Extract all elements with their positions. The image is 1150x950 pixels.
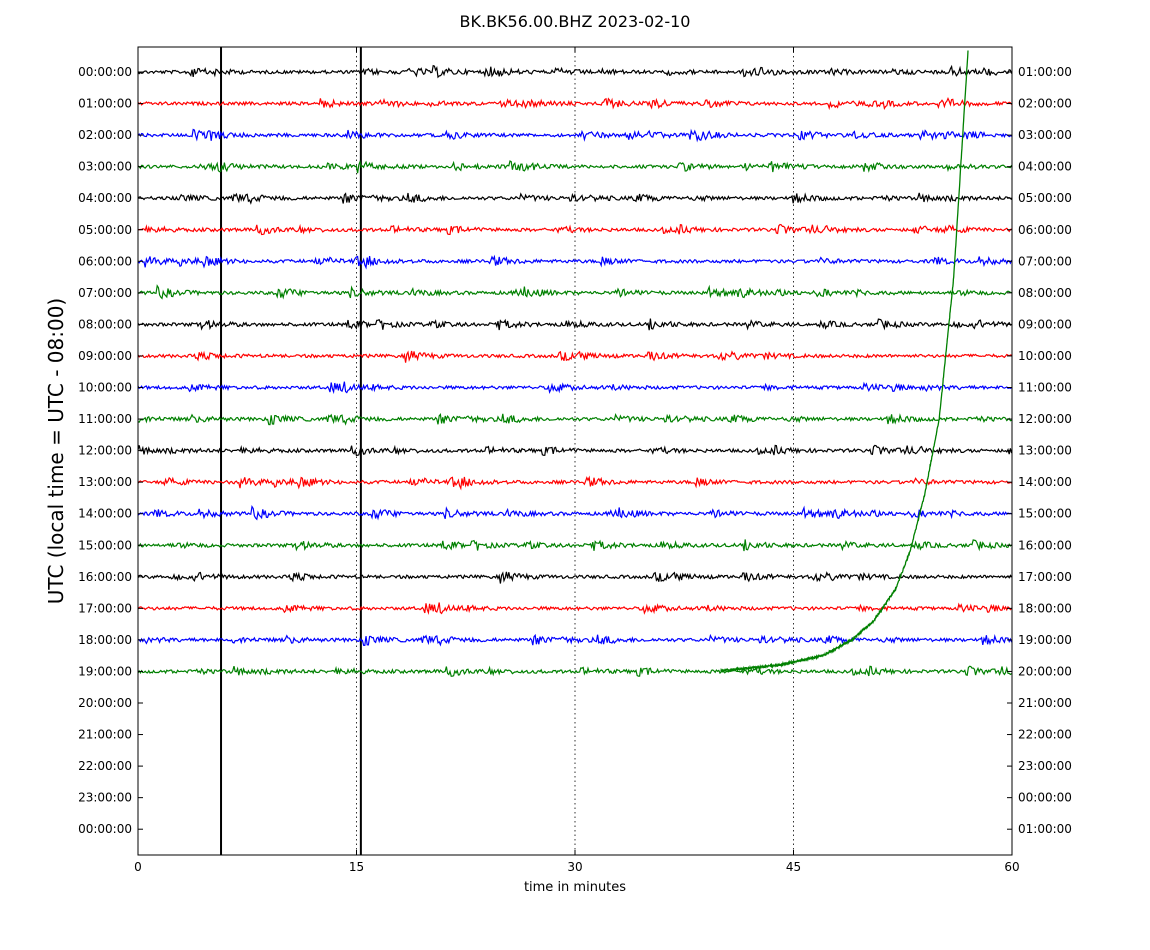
left-tick-label-16: 16:00:00 — [78, 570, 132, 584]
drift-trace — [720, 50, 969, 674]
right-tick-label-10: 11:00:00 — [1018, 381, 1072, 395]
x-tick-label-4: 60 — [1004, 860, 1019, 874]
left-tick-label-13: 13:00:00 — [78, 475, 132, 489]
left-tick-label-21: 21:00:00 — [78, 728, 132, 742]
left-tick-label-24: 00:00:00 — [78, 822, 132, 836]
left-tick-label-6: 06:00:00 — [78, 254, 132, 268]
trace-row-18 — [137, 633, 1013, 647]
left-tick-label-3: 03:00:00 — [78, 160, 132, 174]
right-tick-label-19: 20:00:00 — [1018, 664, 1072, 678]
trace-row-15 — [137, 539, 1012, 552]
trace-row-0 — [137, 64, 1013, 79]
trace-row-8 — [137, 318, 1012, 331]
trace-row-7 — [137, 284, 1012, 300]
right-tick-label-3: 04:00:00 — [1018, 160, 1072, 174]
right-tick-label-12: 13:00:00 — [1018, 444, 1072, 458]
trace-row-1 — [137, 97, 1013, 111]
x-tick-label-2: 30 — [567, 860, 582, 874]
trace-row-19 — [137, 665, 1012, 677]
right-tick-label-17: 18:00:00 — [1018, 601, 1072, 615]
left-tick-label-1: 01:00:00 — [78, 97, 132, 111]
right-tick-label-13: 14:00:00 — [1018, 475, 1072, 489]
trace-row-2 — [137, 128, 1012, 143]
left-tick-label-0: 00:00:00 — [78, 65, 132, 79]
left-tick-label-2: 02:00:00 — [78, 128, 132, 142]
left-tick-label-14: 14:00:00 — [78, 507, 132, 521]
trace-row-14 — [137, 505, 1012, 521]
right-tick-label-8: 09:00:00 — [1018, 317, 1072, 331]
right-tick-label-24: 01:00:00 — [1018, 822, 1072, 836]
x-axis-label: time in minutes — [524, 880, 626, 895]
right-tick-label-23: 00:00:00 — [1018, 791, 1072, 805]
chart-title: BK.BK56.00.BHZ 2023-02-10 — [460, 12, 691, 31]
right-tick-label-0: 01:00:00 — [1018, 65, 1072, 79]
right-y-ticks: 01:00:00 02:00:00 03:00:00 04:00:00 05:00:00… — [1007, 65, 1072, 836]
x-tick-label-0: 0 — [134, 860, 142, 874]
left-tick-label-20: 20:00:00 — [78, 696, 132, 710]
trace-row-3 — [137, 159, 1013, 174]
right-tick-label-21: 22:00:00 — [1018, 728, 1072, 742]
left-tick-label-7: 07:00:00 — [78, 286, 132, 300]
trace-row-4 — [137, 192, 1013, 205]
left-tick-label-9: 09:00:00 — [78, 349, 132, 363]
right-tick-label-7: 08:00:00 — [1018, 286, 1072, 300]
trace-row-9 — [137, 350, 1012, 363]
right-tick-label-11: 12:00:00 — [1018, 412, 1072, 426]
right-tick-label-4: 05:00:00 — [1018, 191, 1072, 205]
trace-row-17 — [137, 602, 1013, 615]
right-tick-label-5: 06:00:00 — [1018, 223, 1072, 237]
trace-row-11 — [137, 413, 1012, 426]
left-tick-label-11: 11:00:00 — [78, 412, 132, 426]
right-tick-label-15: 16:00:00 — [1018, 538, 1072, 552]
drift-trace-line — [720, 50, 969, 674]
left-tick-label-5: 05:00:00 — [78, 223, 132, 237]
left-tick-label-23: 23:00:00 — [78, 791, 132, 805]
trace-row-16 — [137, 571, 1013, 584]
right-tick-label-16: 17:00:00 — [1018, 570, 1072, 584]
right-tick-label-1: 02:00:00 — [1018, 97, 1072, 111]
y-axis-label: UTC (local time = UTC - 08:00) — [44, 298, 68, 604]
seismic-traces — [137, 64, 1013, 677]
left-tick-label-12: 12:00:00 — [78, 444, 132, 458]
trace-row-10 — [137, 381, 1012, 395]
right-tick-label-6: 07:00:00 — [1018, 254, 1072, 268]
right-tick-label-18: 19:00:00 — [1018, 633, 1072, 647]
left-tick-label-8: 08:00:00 — [78, 317, 132, 331]
x-tick-label-3: 45 — [786, 860, 801, 874]
left-tick-label-17: 17:00:00 — [78, 601, 132, 615]
right-tick-label-14: 15:00:00 — [1018, 507, 1072, 521]
trace-row-13 — [137, 475, 1012, 491]
left-tick-label-19: 19:00:00 — [78, 664, 132, 678]
left-tick-label-15: 15:00:00 — [78, 538, 132, 552]
trace-row-6 — [137, 254, 1013, 270]
x-tick-label-1: 15 — [349, 860, 364, 874]
right-tick-label-2: 03:00:00 — [1018, 128, 1072, 142]
left-tick-label-4: 04:00:00 — [78, 191, 132, 205]
trace-row-12 — [137, 444, 1013, 456]
x-ticks: 0 15 30 45 60 — [134, 47, 1020, 874]
left-tick-label-10: 10:00:00 — [78, 381, 132, 395]
left-tick-label-22: 22:00:00 — [78, 759, 132, 773]
right-tick-label-20: 21:00:00 — [1018, 696, 1072, 710]
right-tick-label-9: 10:00:00 — [1018, 349, 1072, 363]
left-tick-label-18: 18:00:00 — [78, 633, 132, 647]
right-tick-label-22: 23:00:00 — [1018, 759, 1072, 773]
trace-row-5 — [137, 223, 1012, 236]
left-y-ticks: 00:00:00 01:00:00 02:00:00 03:00:00 04:00:00… — [78, 65, 143, 836]
